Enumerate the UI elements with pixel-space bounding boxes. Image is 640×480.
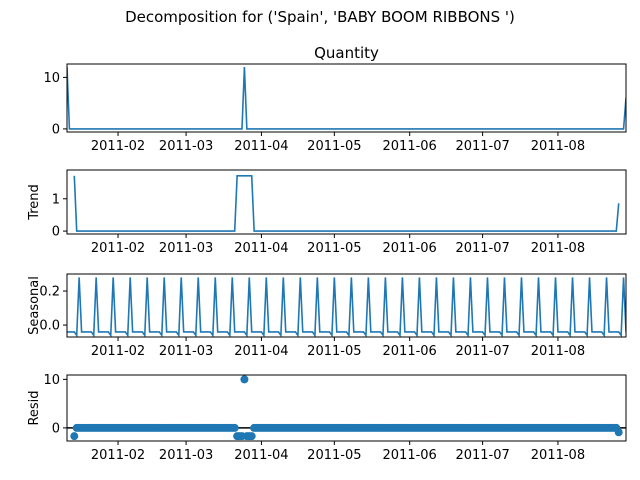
resid-point — [240, 375, 249, 384]
trend-series-line — [73, 175, 620, 232]
trend-xtick-label: 2011-04 — [234, 241, 288, 256]
seasonal-xtick-label: 2011-07 — [455, 344, 509, 359]
trend-axes-frame — [66, 169, 627, 235]
trend-xtick-label: 2011-03 — [159, 241, 213, 256]
quantity-xtick-label: 2011-04 — [234, 139, 288, 154]
resid-panel: Resid 0 10 2011-02 2011-03 2011-04 2011-05 2011… — [27, 373, 627, 463]
quantity-ytick-label: 0 — [52, 122, 60, 137]
resid-ylabel: Resid — [27, 390, 42, 425]
quantity-xtick-label: 2011-06 — [383, 139, 437, 154]
seasonal-ytick-label: 0.0 — [39, 319, 60, 334]
trend-xtick-label: 2011-05 — [307, 241, 361, 256]
quantity-panel: Quantity 0 10 2011-02 2011-03 2011-04 2011-05 2… — [43, 44, 627, 154]
quantity-xtick-label: 2011-07 — [455, 139, 509, 154]
seasonal-ytick-label: 0.2 — [39, 285, 60, 300]
resid-ytick-label: 0 — [52, 421, 60, 436]
resid-xtick-label: 2011-06 — [383, 448, 437, 463]
quantity-xtick-label: 2011-08 — [531, 139, 585, 154]
resid-point — [70, 432, 79, 441]
seasonal-xtick-label: 2011-08 — [531, 344, 585, 359]
quantity-series-line — [67, 67, 626, 130]
trend-xtick-label: 2011-06 — [383, 241, 437, 256]
resid-point — [230, 423, 239, 432]
resid-xtick-label: 2011-07 — [455, 448, 509, 463]
quantity-xtick-label: 2011-02 — [91, 139, 145, 154]
resid-ytick-label: 10 — [43, 373, 60, 388]
resid-points — [70, 375, 623, 441]
trend-ylabel: Trend — [27, 184, 42, 221]
quantity-title: Quantity — [314, 44, 379, 62]
trend-xtick-label: 2011-07 — [455, 241, 509, 256]
resid-point — [247, 432, 256, 441]
seasonal-xtick-label: 2011-06 — [383, 344, 437, 359]
resid-point — [614, 428, 623, 437]
trend-panel: Trend 0 1 2011-02 2011-03 2011-04 2011-05 2011-… — [27, 169, 627, 256]
seasonal-xtick-label: 2011-04 — [234, 344, 288, 359]
quantity-xtick-label: 2011-03 — [159, 139, 213, 154]
seasonal-axes-frame — [66, 273, 627, 338]
quantity-axes-frame — [66, 63, 627, 133]
trend-xtick-label: 2011-08 — [531, 241, 585, 256]
seasonal-xtick-label: 2011-03 — [159, 344, 213, 359]
seasonal-xtick-label: 2011-05 — [307, 344, 361, 359]
resid-axes-frame — [66, 374, 627, 442]
quantity-ytick-label: 10 — [43, 71, 60, 86]
resid-xtick-label: 2011-08 — [531, 448, 585, 463]
resid-xtick-label: 2011-04 — [234, 448, 288, 463]
seasonal-series-line — [67, 277, 626, 337]
quantity-xtick-label: 2011-05 — [307, 139, 361, 154]
trend-ytick-label: 0 — [52, 225, 60, 240]
seasonal-ylabel: Seasonal — [27, 276, 42, 335]
resid-xtick-label: 2011-05 — [307, 448, 361, 463]
trend-xtick-label: 2011-02 — [91, 241, 145, 256]
resid-xtick-label: 2011-03 — [159, 448, 213, 463]
resid-xtick-label: 2011-02 — [91, 448, 145, 463]
seasonal-xtick-label: 2011-02 — [91, 344, 145, 359]
trend-ytick-label: 1 — [52, 192, 60, 207]
figure-title: Decomposition for ('Spain', 'BABY BOOM R… — [125, 8, 515, 26]
